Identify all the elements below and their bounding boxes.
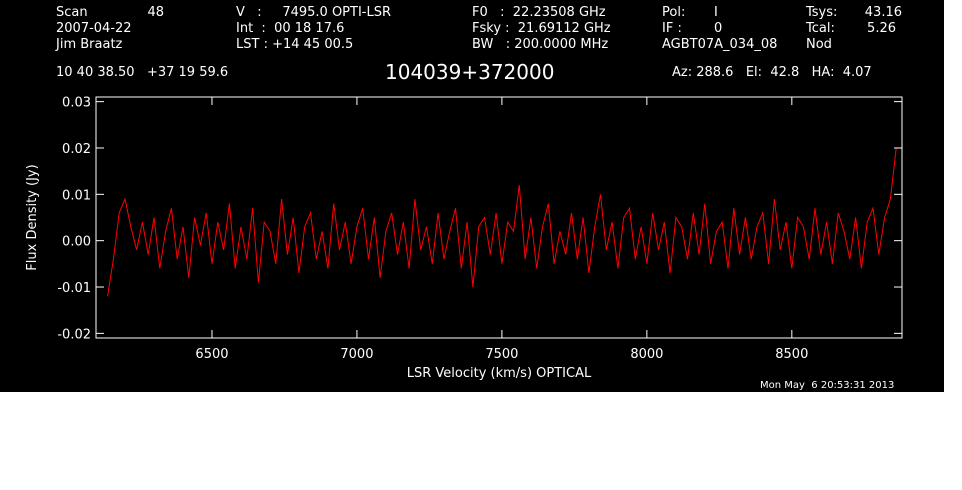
fsky-line: Fsky : 21.69112 GHz xyxy=(472,21,611,36)
f0-line: F0 : 22.23508 GHz xyxy=(472,5,606,20)
if-label: IF : xyxy=(662,21,682,36)
pol-label: Pol: xyxy=(662,5,686,20)
x-tick-label: 8500 xyxy=(775,347,808,362)
tcal-label: Tcal: xyxy=(806,21,835,36)
project-id: AGBT07A_034_08 xyxy=(662,37,778,52)
spectrum-chart: 6500 7000 7500 8000 8500 -0.02 -0.01 0.00 0.01 0.… xyxy=(25,96,903,381)
tsys-value: 43.16 xyxy=(864,5,902,20)
obs-mode: Nod xyxy=(806,37,832,52)
x-tick-label: 6500 xyxy=(195,347,228,362)
y-tick-label: -0.01 xyxy=(57,281,91,296)
x-tick-label: 7500 xyxy=(485,347,518,362)
x-tick-label: 7000 xyxy=(340,347,373,362)
source-name: 104039+372000 xyxy=(385,60,555,84)
pol-value: I xyxy=(714,5,718,20)
observer-name: Jim Braatz xyxy=(56,37,123,52)
tsys-label: Tsys: xyxy=(806,5,838,20)
x-tick-label: 8000 xyxy=(630,347,663,362)
scan-value: 48 xyxy=(147,5,164,20)
obs-date: 2007-04-22 xyxy=(56,21,132,36)
velocity-line: V : 7495.0 OPTI-LSR xyxy=(236,5,392,20)
plot-timestamp: Mon May 6 20:53:31 2013 xyxy=(760,380,895,391)
y-axis-label: Flux Density (Jy) xyxy=(25,164,40,270)
bw-line: BW : 200.0000 MHz xyxy=(472,37,609,52)
lst-line: LST : +14 45 00.5 xyxy=(236,37,354,52)
x-axis-label: LSR Velocity (km/s) OPTICAL xyxy=(407,366,592,381)
y-tick-label: 0.03 xyxy=(62,96,91,111)
if-value: 0 xyxy=(714,21,723,36)
y-tick-label: 0.00 xyxy=(62,235,91,250)
source-coordinates: 10 40 38.50 +37 19 59.6 xyxy=(56,65,229,80)
y-tick-label: 0.02 xyxy=(62,142,91,157)
tcal-value: 5.26 xyxy=(867,21,896,36)
scan-label: Scan xyxy=(56,5,88,20)
spectrum-trace xyxy=(107,147,897,297)
y-tick-label: -0.02 xyxy=(57,327,91,342)
plot-panel: Scan 48 2007-04-22 Jim Braatz V : 7495.0… xyxy=(0,0,944,392)
integration-line: Int : 00 18 17.6 xyxy=(236,21,345,36)
az-el-ha: Az: 288.6 El: 42.8 HA: 4.07 xyxy=(672,65,872,80)
plot-frame xyxy=(95,96,903,339)
y-tick-label: 0.01 xyxy=(62,188,91,203)
